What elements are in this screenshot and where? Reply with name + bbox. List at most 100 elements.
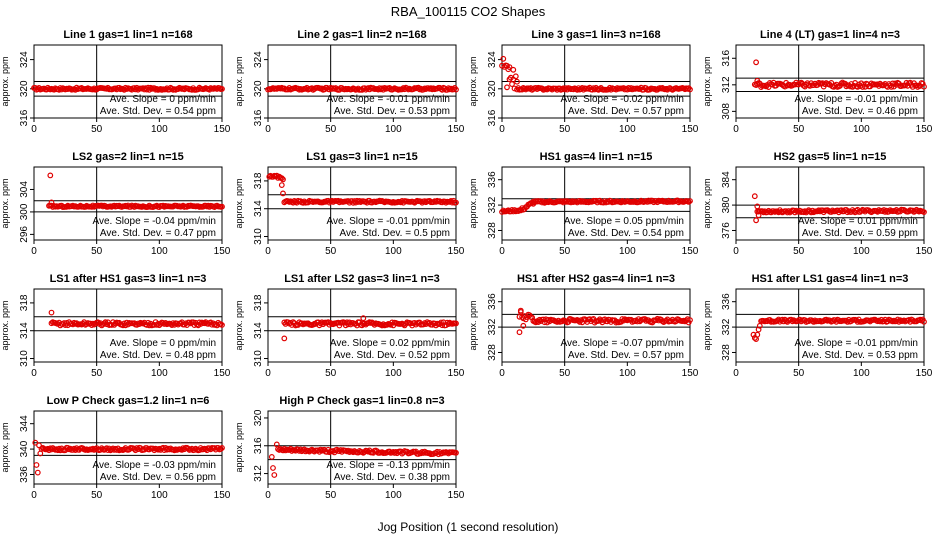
data-point bbox=[280, 190, 286, 197]
stddev-annotation: Ave. Std. Dev. = 0.53 ppm bbox=[802, 350, 918, 361]
data-point bbox=[921, 318, 927, 325]
stddev-annotation: Ave. Std. Dev. = 0.57 ppm bbox=[568, 106, 684, 117]
y-tick-label: 316 bbox=[487, 109, 498, 126]
data-point bbox=[67, 85, 74, 92]
data-point bbox=[98, 202, 105, 209]
x-tick-label: 100 bbox=[385, 490, 402, 501]
plot-panel-10: LS1 after LS2 gas=3 lin=1 n=3 0 50 100 150 31… bbox=[234, 273, 465, 379]
x-tick-label: 150 bbox=[448, 368, 465, 379]
panel-title: HS1 after HS2 gas=4 lin=1 n=3 bbox=[517, 273, 675, 285]
data-series bbox=[499, 55, 693, 93]
stddev-annotation: Ave. Std. Dev. = 0.52 ppm bbox=[334, 350, 450, 361]
slope-annotation: Ave. Slope = -0.01 ppm/min bbox=[327, 216, 451, 227]
data-point bbox=[136, 321, 143, 328]
data-point bbox=[921, 209, 927, 216]
y-tick-label: 300 bbox=[19, 203, 30, 220]
data-point bbox=[687, 86, 693, 93]
x-tick-label: 0 bbox=[31, 124, 37, 135]
data-point bbox=[438, 319, 444, 326]
slope-annotation: Ave. Slope = -0.13 ppm/min bbox=[327, 460, 451, 471]
plot-frame bbox=[735, 288, 925, 363]
x-tick-label: 150 bbox=[682, 368, 699, 379]
stddev-annotation: Ave. Std. Dev. = 0.56 ppm bbox=[100, 472, 216, 483]
x-tick-label: 150 bbox=[448, 246, 465, 257]
x-tick-label: 150 bbox=[682, 124, 699, 135]
data-point bbox=[32, 439, 39, 446]
x-tick-label: 0 bbox=[31, 490, 37, 501]
data-point bbox=[892, 80, 899, 87]
data-point bbox=[750, 331, 757, 338]
stddev-annotation: Ave. Std. Dev. = 0.48 ppm bbox=[100, 350, 216, 361]
slope-annotation: Ave. Slope = -0.02 ppm/min bbox=[561, 94, 685, 105]
panel-title: Low P Check gas=1.2 lin=1 n=6 bbox=[47, 395, 210, 407]
x-tick-label: 100 bbox=[619, 246, 636, 257]
data-point bbox=[754, 203, 761, 210]
stddev-annotation: Ave. Std. Dev. = 0.54 ppm bbox=[100, 106, 216, 117]
data-series bbox=[268, 441, 459, 478]
x-tick-label: 50 bbox=[91, 368, 103, 379]
x-tick-label: 0 bbox=[31, 246, 37, 257]
y-tick-label: 304 bbox=[19, 181, 30, 198]
x-tick-label: 50 bbox=[325, 490, 337, 501]
plot-frame bbox=[33, 166, 223, 241]
data-point bbox=[317, 320, 324, 327]
data-point bbox=[173, 320, 180, 327]
data-point bbox=[171, 447, 178, 454]
plot-panel-9: LS1 after HS1 gas=3 lin=1 n=3 0 50 100 150 31… bbox=[0, 273, 231, 379]
data-point bbox=[687, 198, 693, 204]
panel-title: Line 4 (LT) gas=1 lin=4 n=3 bbox=[760, 29, 900, 41]
y-tick-label: 336 bbox=[487, 293, 498, 310]
figure-title: RBA_100115 CO2 Shapes bbox=[391, 4, 546, 19]
data-point bbox=[444, 319, 451, 326]
y-axis-label: approx. ppm bbox=[234, 56, 244, 106]
x-tick-label: 0 bbox=[733, 246, 739, 257]
slope-annotation: Ave. Slope = -0.01 ppm/min bbox=[795, 338, 919, 349]
x-tick-label: 150 bbox=[214, 490, 231, 501]
x-tick-label: 150 bbox=[214, 246, 231, 257]
data-point bbox=[504, 84, 510, 91]
data-point bbox=[844, 209, 851, 216]
data-point bbox=[275, 174, 281, 181]
data-point bbox=[500, 55, 507, 62]
x-tick-label: 100 bbox=[385, 368, 402, 379]
data-point bbox=[355, 199, 362, 205]
stddev-annotation: Ave. Std. Dev. = 0.53 ppm bbox=[334, 106, 450, 117]
plot-panel-1: Line 1 gas=1 lin=1 n=168 0 50 100 150 316 320 3… bbox=[0, 29, 231, 135]
data-point bbox=[514, 78, 520, 85]
data-point bbox=[219, 203, 225, 210]
plot-frame bbox=[501, 288, 691, 363]
y-tick-label: 312 bbox=[253, 465, 264, 482]
stddev-annotation: Ave. Std. Dev. = 0.46 ppm bbox=[802, 106, 918, 117]
y-axis-label: approx. ppm bbox=[234, 422, 244, 472]
y-tick-label: 328 bbox=[487, 344, 498, 361]
y-tick-label: 320 bbox=[253, 80, 264, 97]
slope-annotation: Ave. Slope = 0.01 ppm/min bbox=[798, 216, 918, 227]
data-point bbox=[569, 198, 576, 205]
slope-annotation: Ave. Slope = -0.07 ppm/min bbox=[561, 338, 685, 349]
y-tick-label: 310 bbox=[253, 228, 264, 245]
data-point bbox=[453, 449, 459, 456]
data-point bbox=[800, 209, 807, 216]
data-point bbox=[553, 85, 559, 92]
slope-annotation: Ave. Slope = 0 ppm/min bbox=[110, 338, 216, 349]
data-point bbox=[882, 208, 888, 215]
stddev-annotation: Ave. Std. Dev. = 0.57 ppm bbox=[568, 350, 684, 361]
y-tick-label: 384 bbox=[721, 171, 732, 188]
data-point bbox=[89, 86, 96, 93]
x-tick-label: 150 bbox=[448, 124, 465, 135]
panel-title: LS1 gas=3 lin=1 n=15 bbox=[306, 151, 418, 163]
data-point bbox=[317, 446, 324, 453]
plot-panel-11: HS1 after HS2 gas=4 lin=1 n=3 0 50 100 150 32… bbox=[468, 273, 699, 379]
data-point bbox=[361, 320, 368, 327]
data-point bbox=[529, 314, 535, 321]
x-tick-label: 0 bbox=[265, 124, 271, 135]
data-point bbox=[756, 322, 763, 329]
panel-title: Line 3 gas=1 lin=3 n=168 bbox=[531, 29, 660, 41]
x-tick-label: 0 bbox=[31, 368, 37, 379]
data-point bbox=[101, 320, 108, 327]
data-point bbox=[37, 450, 44, 457]
slope-annotation: Ave. Slope = 0.05 ppm/min bbox=[564, 216, 684, 227]
data-point bbox=[506, 76, 513, 83]
y-tick-label: 320 bbox=[253, 409, 264, 426]
x-tick-label: 150 bbox=[682, 246, 699, 257]
